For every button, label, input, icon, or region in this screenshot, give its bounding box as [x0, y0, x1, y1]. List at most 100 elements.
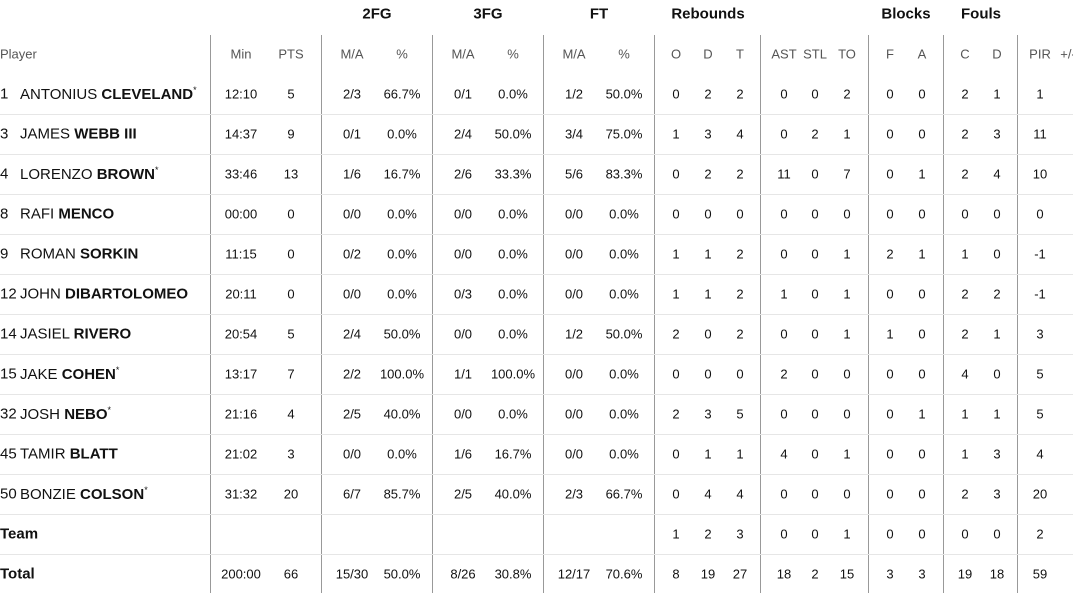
stat-cell: 2 — [736, 246, 744, 262]
stat-cell: 5 — [287, 86, 295, 102]
stat-cell: 50.0% — [605, 326, 643, 342]
row-divider — [0, 394, 1073, 395]
stat-cell: 2/4 — [342, 326, 362, 342]
stat-cell: 0 — [780, 326, 788, 342]
stat-cell: 0 — [918, 86, 926, 102]
stat-cell: 6/7 — [342, 486, 362, 502]
last-name: SORKIN — [80, 245, 139, 263]
stat-cell: 0.0% — [387, 206, 417, 222]
stat-cell: 0 — [287, 206, 295, 222]
player-name: TAMIR BLATT — [20, 446, 118, 463]
stat-cell: 1 — [780, 286, 788, 302]
stat-cell: 0/0 — [564, 366, 584, 382]
column-header: Min — [230, 46, 252, 62]
stat-cell: 0 — [961, 206, 969, 222]
stat-cell: 0.0% — [498, 206, 528, 222]
row-divider — [0, 154, 1073, 155]
stat-cell: 0 — [811, 526, 819, 542]
row-divider — [0, 114, 1073, 115]
column-header: D — [703, 46, 713, 62]
stat-cell: 0 — [811, 86, 819, 102]
stat-cell: 3 — [287, 446, 295, 462]
stat-cell: 40.0% — [494, 486, 532, 502]
stat-cell: 0 — [811, 446, 819, 462]
stat-cell: 12/17 — [557, 566, 591, 582]
column-header: PTS — [278, 46, 304, 62]
stat-cell: 40.0% — [383, 406, 421, 422]
stat-cell: 4 — [993, 166, 1001, 182]
player-name: JOHN DIBARTOLOMEO — [20, 286, 188, 303]
stat-cell: 2 — [672, 406, 680, 422]
stat-cell: 0 — [811, 366, 819, 382]
player-number: 8 — [0, 205, 9, 223]
stat-cell: 2 — [811, 126, 819, 142]
stat-cell: 11 — [777, 166, 791, 182]
stat-cell: 1 — [704, 446, 712, 462]
group-header: 3FG — [473, 5, 503, 23]
stat-cell: 3 — [993, 126, 1001, 142]
stat-cell: 2/5 — [453, 486, 473, 502]
player-name: JOSH NEBO* — [20, 405, 111, 423]
stat-cell: 0.0% — [609, 286, 639, 302]
stat-cell: 0 — [780, 86, 788, 102]
stat-cell: 0/0 — [453, 326, 473, 342]
stat-cell: 0 — [918, 486, 926, 502]
stat-cell: 33.3% — [494, 166, 532, 182]
stat-cell: 0 — [843, 486, 851, 502]
stat-cell: 3 — [918, 566, 926, 582]
stat-cell: 0.0% — [609, 206, 639, 222]
stat-cell: 27 — [732, 566, 748, 582]
player-name: RAFI MENCO — [20, 206, 114, 223]
stat-cell: 1 — [993, 326, 1001, 342]
column-header: Player — [0, 46, 37, 62]
row-label: Team — [0, 525, 39, 543]
stat-cell: 0/0 — [342, 206, 362, 222]
group-header: Blocks — [881, 5, 931, 23]
stat-cell: 2 — [993, 286, 1001, 302]
last-name: MENCO — [58, 205, 115, 223]
stat-cell: 20 — [1032, 486, 1048, 502]
player-number: 9 — [0, 245, 9, 263]
column-header: C — [960, 46, 970, 62]
row-divider — [0, 354, 1073, 355]
stat-cell: 19 — [700, 566, 716, 582]
last-name: NEBO — [64, 406, 108, 423]
stat-cell: 70.6% — [605, 566, 643, 582]
stat-cell: 1 — [672, 246, 680, 262]
stat-cell: 3 — [993, 446, 1001, 462]
row-divider — [0, 234, 1073, 235]
row-divider — [0, 194, 1073, 195]
player-number: 50 — [0, 485, 17, 503]
stat-cell: 1 — [672, 126, 680, 142]
stat-cell: 0 — [704, 366, 712, 382]
player-number: 45 — [0, 445, 17, 463]
stat-cell: 1 — [993, 406, 1001, 422]
stat-cell: 1 — [918, 406, 926, 422]
stat-cell: 4 — [961, 366, 969, 382]
stat-cell: 2 — [961, 326, 969, 342]
stat-cell: 66.7% — [605, 486, 643, 502]
stat-cell: 2 — [704, 166, 712, 182]
stat-cell: 1 — [843, 246, 851, 262]
stat-cell: 1 — [886, 326, 894, 342]
stat-cell: 21:02 — [224, 446, 258, 462]
stat-cell: 0/0 — [564, 446, 584, 462]
stat-cell: 2 — [736, 286, 744, 302]
stat-cell: 1 — [704, 286, 712, 302]
stat-cell: 0/0 — [564, 286, 584, 302]
stat-cell: 0/1 — [342, 126, 362, 142]
last-name: WEBB III — [74, 125, 137, 143]
stat-cell: 13:17 — [224, 366, 258, 382]
stat-cell: 1 — [672, 286, 680, 302]
stat-cell: 11:15 — [225, 246, 257, 262]
stat-cell: 1 — [843, 526, 851, 542]
last-name: BLATT — [69, 445, 118, 463]
stat-cell: -1 — [1034, 246, 1046, 262]
stat-cell: 0 — [811, 206, 819, 222]
stat-cell: 5 — [736, 406, 744, 422]
stat-cell: 2 — [736, 326, 744, 342]
stat-cell: 0 — [961, 526, 969, 542]
stat-cell: 5 — [1036, 406, 1044, 422]
first-name: JAMES — [20, 125, 75, 143]
stat-cell: 2 — [961, 166, 969, 182]
